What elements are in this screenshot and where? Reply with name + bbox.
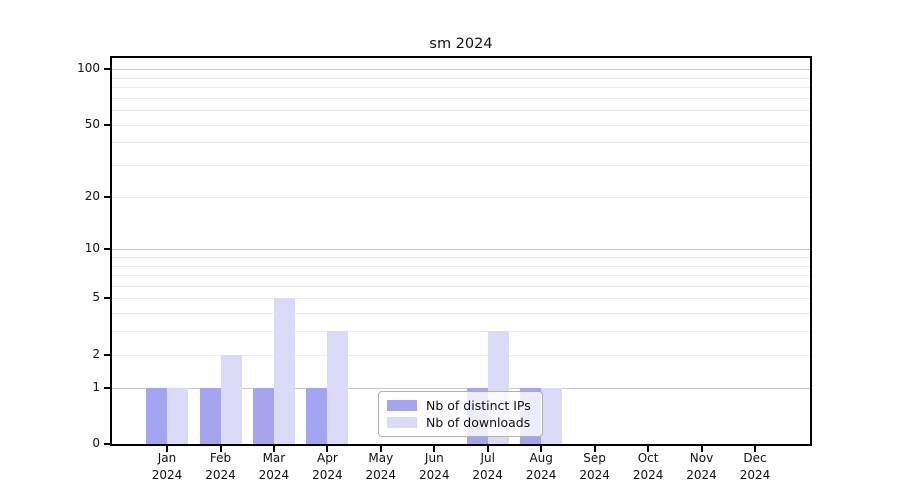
y-tick-label-100: 100 xyxy=(77,61,100,75)
gridline-major-1 xyxy=(112,387,810,389)
bar-downloads-mar xyxy=(273,298,295,444)
x-tick-label-nov: Nov 2024 xyxy=(686,451,717,482)
x-tick-label-sep: Sep 2024 xyxy=(579,451,610,482)
y-tickmark-5 xyxy=(104,297,110,300)
y-tickmark-20 xyxy=(104,195,110,198)
y-tickmark-100 xyxy=(104,68,110,70)
gridline-minor-40 xyxy=(112,142,810,144)
legend-row-distinct-ips: Nb of distinct IPs xyxy=(387,398,534,413)
x-tickmark-jun xyxy=(433,446,436,452)
legend: Nb of distinct IPs Nb of downloads xyxy=(378,391,543,437)
x-tick-label-apr: Apr 2024 xyxy=(312,451,343,482)
x-tickmark-jul xyxy=(486,446,489,452)
x-tick-label-dec: Dec 2024 xyxy=(739,451,771,482)
x-tickmark-may xyxy=(379,446,382,452)
legend-label-distinct-ips: Nb of distinct IPs xyxy=(426,398,531,413)
legend-row-downloads: Nb of downloads xyxy=(387,415,534,430)
y-tick-label-0: 0 xyxy=(92,436,100,450)
y-tick-label-10: 10 xyxy=(84,241,100,256)
plot-area xyxy=(110,56,812,446)
bar-downloads-aug xyxy=(541,387,563,444)
x-tick-label-may: May 2024 xyxy=(365,451,397,482)
bar-ips-jan xyxy=(146,387,167,444)
x-tickmark-mar xyxy=(272,446,275,452)
x-tickmark-aug xyxy=(540,446,543,452)
gridline-minor-7 xyxy=(112,275,810,276)
x-tickmark-feb xyxy=(219,446,222,452)
x-tickmark-dec xyxy=(754,446,756,452)
legend-swatch-downloads xyxy=(387,417,417,428)
gridline-minor-5 xyxy=(112,298,810,300)
chart-title: sm 2024 xyxy=(429,36,493,52)
x-tick-label-jan: Jan 2024 xyxy=(151,451,183,482)
x-tickmark-jan xyxy=(166,446,168,452)
bar-ips-mar xyxy=(252,387,274,444)
legend-label-downloads: Nb of downloads xyxy=(426,415,531,430)
gridline-minor-8 xyxy=(112,265,810,267)
x-tick-label-jun: Jun 2024 xyxy=(419,451,450,482)
bar-downloads-feb xyxy=(220,354,242,444)
gridline-minor-4 xyxy=(112,313,810,315)
y-tick-label-1: 1 xyxy=(92,379,100,394)
x-tick-label-aug: Aug 2024 xyxy=(525,451,557,482)
bar-downloads-apr xyxy=(327,331,349,444)
gridline-minor-90 xyxy=(112,77,810,79)
gridline-minor-80 xyxy=(112,86,810,88)
x-tick-label-jul: Jul 2024 xyxy=(472,451,503,482)
gridline-minor-50 xyxy=(112,124,810,126)
gridline-minor-70 xyxy=(112,97,810,99)
legend-swatch-distinct-ips xyxy=(387,400,417,411)
y-tick-label-2: 2 xyxy=(92,346,100,361)
x-tick-label-mar: Mar 2024 xyxy=(258,451,290,482)
x-tickmark-nov xyxy=(700,446,703,452)
bar-ips-apr xyxy=(306,387,328,444)
x-tickmark-oct xyxy=(647,446,650,452)
x-tick-label-oct: Oct 2024 xyxy=(632,451,664,482)
gridline-minor-60 xyxy=(112,110,810,111)
y-tick-label-50: 50 xyxy=(84,116,100,131)
gridline-minor-9 xyxy=(112,256,810,258)
gridline-minor-30 xyxy=(112,165,810,166)
y-tickmark-10 xyxy=(104,248,110,251)
y-tickmark-2 xyxy=(104,353,110,356)
y-tick-label-5: 5 xyxy=(92,290,100,305)
bar-ips-feb xyxy=(199,387,221,444)
y-tick-label-20: 20 xyxy=(84,188,100,203)
x-tickmark-apr xyxy=(326,446,329,452)
gridline-minor-2 xyxy=(112,354,810,356)
gridline-minor-20 xyxy=(112,196,810,198)
y-tickmark-1 xyxy=(104,386,110,389)
x-tick-label-feb: Feb 2024 xyxy=(205,451,236,482)
gridline-major-10 xyxy=(112,249,810,251)
x-tickmark-sep xyxy=(593,446,596,452)
bar-downloads-jan xyxy=(167,387,188,444)
gridline-minor-3 xyxy=(112,331,810,333)
gridline-minor-6 xyxy=(112,285,810,287)
y-tickmark-50 xyxy=(104,123,110,126)
gridline-major-100 xyxy=(112,69,810,70)
y-tickmark-0 xyxy=(104,443,110,445)
